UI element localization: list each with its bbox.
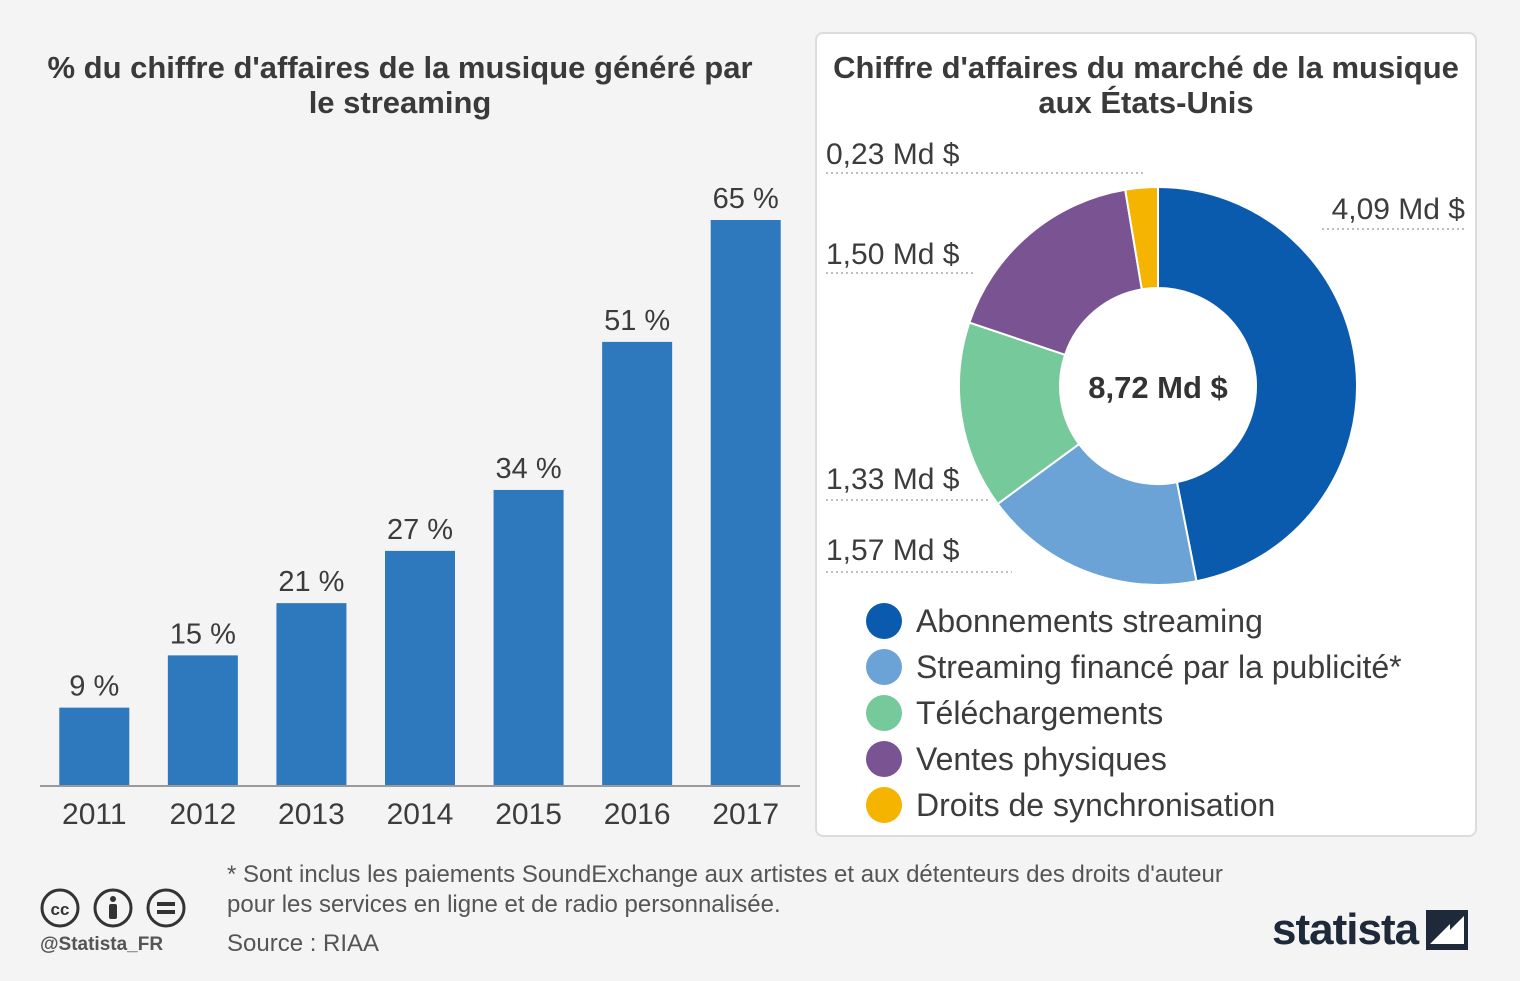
legend-swatch [866, 787, 902, 823]
license-icons: cc [40, 888, 190, 933]
legend-label: Abonnements streaming [916, 602, 1263, 639]
bar-value-label: 21 % [278, 566, 344, 598]
bar [276, 603, 347, 786]
bar-chart-title: % du chiffre d'affaires de la musique gé… [47, 50, 753, 120]
slice-value-label: 1,57 Md $ [826, 534, 960, 567]
attribution-icon [93, 888, 133, 928]
bar-value-label: 27 % [387, 514, 453, 546]
donut-panel [815, 32, 1477, 837]
footnote: * Sont inclus les paiements SoundExchang… [227, 861, 1223, 918]
x-tick-label: 2011 [62, 798, 127, 831]
logo-text: statista [1272, 905, 1419, 954]
donut-slice [958, 321, 1081, 506]
slice-value-label: 1,50 Md $ [826, 238, 960, 271]
x-tick-label: 2012 [169, 798, 236, 831]
legend-item: Abonnements streaming [866, 598, 1402, 644]
x-tick-label: 2015 [495, 798, 562, 831]
donut-slice [968, 188, 1143, 357]
bar [385, 550, 455, 786]
donut-legend: Abonnements streaming Streaming financé … [866, 598, 1402, 828]
legend-item: Ventes physiques [866, 736, 1402, 782]
bar-chart: 9 % 2011 15 % 2012 21 % 2013 27 % 2014 34 % 2015 5… [40, 183, 800, 831]
donut-slice [1157, 185, 1358, 583]
x-tick-label: 2013 [278, 798, 345, 831]
donut-slice [1124, 185, 1159, 291]
x-tick-label: 2016 [604, 798, 671, 831]
legend-item: Téléchargements [866, 690, 1402, 736]
slice-value-label: 1,33 Md $ [826, 463, 960, 496]
bar-value-label: 9 % [69, 671, 119, 703]
bar [602, 341, 673, 786]
x-tick-label: 2017 [712, 798, 779, 831]
bar-value-label: 65 % [713, 183, 779, 215]
twitter-handle: @Statista_FR [40, 934, 164, 955]
statista-logo-icon [1426, 910, 1469, 950]
donut-slice [996, 442, 1198, 586]
no-derivatives-icon [146, 888, 186, 928]
bar-value-label: 34 % [496, 453, 562, 485]
legend-swatch [866, 695, 902, 731]
legend-label: Ventes physiques [916, 740, 1167, 777]
slice-value-label: 4,09 Md $ [1332, 193, 1466, 226]
creative-commons-icon: cc [40, 888, 80, 928]
bar-value-label: 51 % [604, 305, 670, 337]
x-tick-label: 2014 [387, 798, 454, 831]
bar-value-label: 15 % [170, 618, 236, 650]
legend-item: Streaming financé par la publicité* [866, 644, 1402, 690]
source: Source : RIAA [227, 930, 380, 957]
donut-chart-title: Chiffre d'affaires du marché de la musiq… [833, 50, 1459, 120]
donut-center-label: 8,72 Md $ [1088, 370, 1228, 405]
donut-chart: 8,72 Md $ 4,09 Md $ 1,57 Md $ 1,33 Md $ 1,50… [826, 138, 1466, 586]
legend-label: Streaming financé par la publicité* [916, 648, 1402, 685]
bar [59, 707, 130, 786]
legend-swatch [866, 649, 902, 685]
statista-logo: statista [1272, 905, 1469, 955]
legend-swatch [866, 603, 902, 639]
bar [167, 655, 238, 786]
slice-value-label: 0,23 Md $ [826, 138, 960, 171]
legend-label: Téléchargements [916, 694, 1164, 731]
bar [710, 220, 781, 786]
legend-item: Droits de synchronisation [866, 782, 1402, 828]
legend-label: Droits de synchronisation [916, 786, 1276, 823]
legend-swatch [866, 741, 902, 777]
svg-text:cc: cc [51, 900, 70, 919]
bar [493, 489, 564, 786]
